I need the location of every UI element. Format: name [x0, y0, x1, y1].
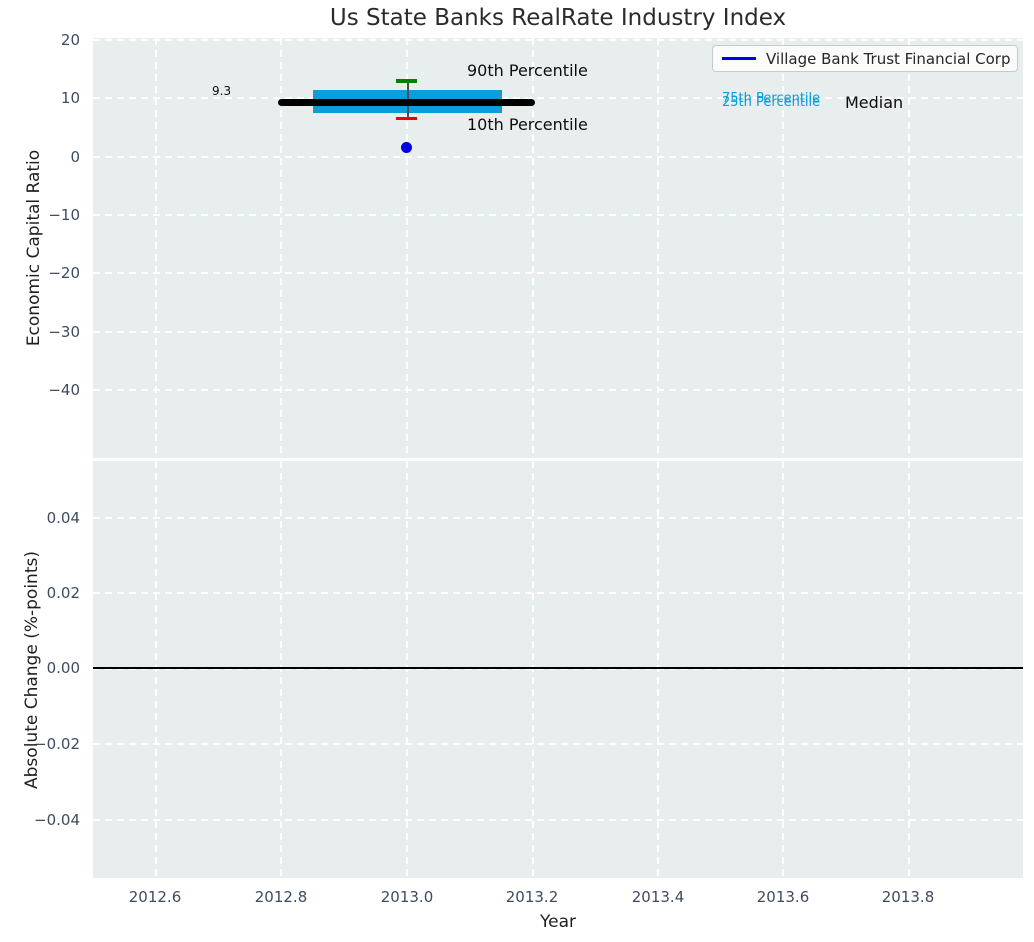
ytick-label: −40 — [48, 381, 80, 399]
ytick-label: 10 — [60, 89, 80, 107]
xtick-label: 2012.8 — [254, 888, 308, 906]
gridline-h — [93, 97, 1023, 99]
xtick-label: 2013.4 — [631, 888, 685, 906]
x-axis-label: Year — [540, 912, 576, 932]
gridline-h — [93, 331, 1023, 333]
gridline-v — [406, 38, 408, 458]
gridline-h — [93, 389, 1023, 391]
gridline-h — [93, 592, 1023, 594]
gridline-h — [93, 517, 1023, 519]
gridline-v — [532, 38, 534, 458]
xtick-label: 2013.0 — [380, 888, 434, 906]
company-point — [401, 142, 412, 153]
ytick-label: 0.04 — [46, 509, 80, 527]
gridline-v — [908, 461, 910, 878]
top-plot-area: 9.3 90th Percentile 10th Percentile 75th… — [93, 38, 1023, 458]
gridline-h — [93, 819, 1023, 821]
gridline-h — [93, 743, 1023, 745]
gridline-v — [657, 461, 659, 878]
p90-cap — [396, 79, 417, 83]
median-label: Median — [845, 93, 904, 112]
legend-line-icon — [722, 57, 756, 60]
ytick-label: 0 — [70, 148, 80, 166]
xtick-label: 2013.2 — [505, 888, 559, 906]
legend-series-label: Village Bank Trust Financial Corp — [766, 49, 1011, 68]
p10-cap — [396, 116, 417, 120]
bottom-y-axis-label: Absolute Change (%-points) — [22, 551, 42, 789]
gridline-v — [155, 461, 157, 878]
gridline-h — [93, 214, 1023, 216]
gridline-h — [93, 668, 1023, 670]
p90-label: 90th Percentile — [467, 61, 588, 80]
gridline-v — [908, 38, 910, 458]
gridline-v — [406, 461, 408, 878]
gridline-h — [93, 156, 1023, 158]
p75-label: 75th Percentile — [722, 91, 821, 106]
p10-label: 10th Percentile — [467, 115, 588, 134]
bottom-plot-area — [93, 461, 1023, 878]
legend-box: Village Bank Trust Financial Corp — [712, 45, 1018, 72]
xtick-label: 2013.8 — [881, 888, 935, 906]
gridline-h — [93, 272, 1023, 274]
xtick-label: 2012.6 — [128, 888, 182, 906]
ytick-label: −0.04 — [34, 811, 80, 829]
gridline-v — [657, 38, 659, 458]
gridline-v — [155, 38, 157, 458]
gridline-v — [280, 461, 282, 878]
ytick-label: −20 — [48, 264, 80, 282]
top-y-axis-label: Economic Capital Ratio — [24, 149, 44, 347]
ytick-label: −10 — [48, 206, 80, 224]
ytick-label: −0.02 — [34, 735, 80, 753]
median-value-label: 9.3 — [212, 84, 232, 98]
ytick-label: 0.00 — [46, 659, 80, 677]
xtick-label: 2013.6 — [756, 888, 810, 906]
gridline-v — [782, 461, 784, 878]
ytick-label: 20 — [60, 31, 80, 49]
gridline-v — [782, 38, 784, 458]
gridline-v — [280, 38, 282, 458]
median-line — [278, 99, 535, 106]
chart-title: Us State Banks RealRate Industry Index — [329, 5, 787, 31]
ytick-label: 0.02 — [46, 584, 80, 602]
gridline-h — [93, 39, 1023, 41]
p25-label: 25th Percentile — [722, 95, 821, 110]
zero-change-line — [93, 667, 1023, 669]
gridline-v — [532, 461, 534, 878]
ytick-label: −30 — [48, 323, 80, 341]
